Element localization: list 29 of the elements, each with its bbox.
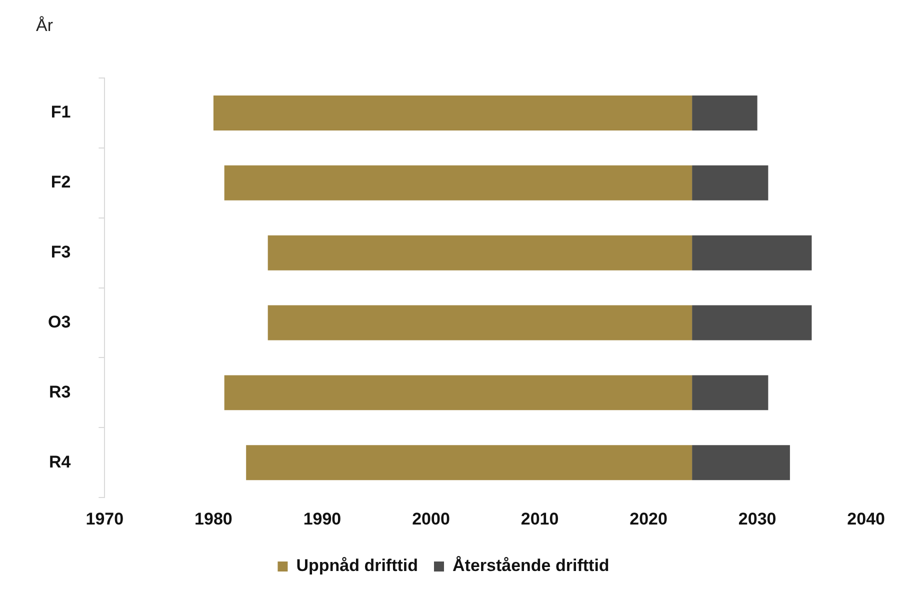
y-tick-label: F3	[50, 242, 71, 262]
y-tick-label: R4	[48, 452, 72, 472]
y-tick-label: R3	[48, 382, 71, 402]
bar	[692, 235, 812, 270]
y-tick-label: O3	[48, 312, 71, 332]
bar	[692, 305, 812, 340]
legend-label: Uppnåd drifttid	[296, 556, 418, 576]
x-tick-label: 1970	[86, 509, 124, 528]
y-tick-label: F1	[50, 102, 71, 122]
bar	[692, 375, 768, 410]
bar	[692, 165, 768, 200]
bar	[692, 95, 758, 130]
x-tick-label: 2030	[738, 509, 776, 528]
y-tick-label: F2	[50, 172, 71, 192]
x-tick-label: 2040	[847, 509, 886, 528]
x-tick-label: 2000	[412, 509, 450, 528]
x-tick-label: 1980	[194, 509, 232, 528]
bar	[692, 445, 790, 480]
bar	[224, 375, 692, 410]
y-axis-title: År	[36, 16, 53, 36]
x-tick-label: 2020	[630, 509, 668, 528]
legend-label: Återstående drifttid	[452, 556, 610, 576]
bar	[224, 165, 692, 200]
x-tick-label: 2010	[520, 509, 559, 528]
bar	[246, 445, 692, 480]
bar	[268, 305, 692, 340]
x-tick-label: 1990	[303, 509, 342, 528]
bar	[213, 95, 692, 130]
bar	[268, 235, 692, 270]
